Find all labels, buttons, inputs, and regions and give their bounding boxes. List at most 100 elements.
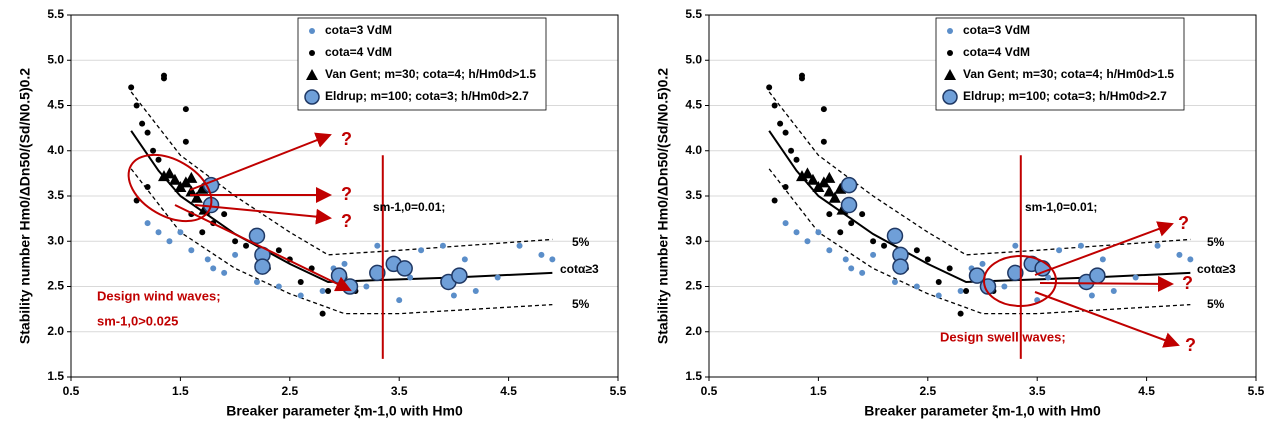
triangle-point: [806, 173, 819, 185]
dot-point: [766, 84, 773, 91]
dot-point: [913, 283, 920, 290]
dot-point: [341, 260, 348, 267]
y-tick-label: 4.5: [47, 98, 64, 112]
legend-marker: [944, 69, 956, 80]
arrow: [1039, 275, 1174, 292]
dot-point: [275, 283, 282, 290]
dot-point: [788, 147, 795, 154]
dot-point: [418, 247, 425, 254]
annotation: Design wind waves;: [97, 288, 221, 303]
dot-point: [782, 220, 789, 227]
y-tick-label: 4.0: [47, 143, 64, 157]
legend-marker: [947, 28, 953, 34]
y-tick-label: 4.0: [685, 143, 702, 157]
dot-point: [891, 278, 898, 285]
x-tick-label: 2.5: [919, 384, 936, 398]
dot-point: [450, 292, 457, 299]
arrow: [1034, 221, 1174, 276]
x-tick-label: 1.5: [172, 384, 189, 398]
annotation: sm-1,0>0.025: [97, 313, 178, 328]
y-tick-label: 3.0: [47, 233, 64, 247]
dot-point: [1176, 251, 1183, 258]
triangle-point: [190, 191, 203, 203]
legend-marker: [942, 89, 958, 105]
y-tick-label: 3.5: [685, 188, 702, 202]
annotation: cotα≥3: [560, 262, 599, 276]
triangle-point: [812, 180, 825, 192]
annotation: ?: [341, 211, 352, 231]
dot-point: [166, 238, 173, 245]
dot-point: [771, 102, 778, 109]
highlight-ellipse: [127, 153, 213, 223]
dot-point: [221, 269, 228, 276]
dot-point: [859, 211, 866, 218]
x-tick-label: 1.5: [810, 384, 827, 398]
dot-point: [837, 229, 844, 236]
triangle-point: [185, 185, 198, 197]
dot-point: [439, 242, 446, 249]
dot-point: [188, 247, 195, 254]
dot-point: [144, 220, 151, 227]
dot-point: [963, 288, 970, 295]
dot-point: [820, 138, 827, 145]
x-tick-label: 4.5: [500, 384, 517, 398]
arrow: [194, 204, 332, 225]
dot-point: [870, 251, 877, 258]
y-axis-title: Stability number Hm0/ΔDn50/(Sd/N0.5)0.2: [17, 68, 33, 344]
triangle-point: [185, 171, 198, 183]
y-tick-label: 1.5: [685, 369, 702, 383]
dot-point: [182, 106, 189, 113]
dot-point: [782, 129, 789, 136]
legend-marker: [309, 28, 315, 34]
circle-point: [1089, 267, 1106, 284]
annotation: Design swell waves;: [940, 329, 1066, 344]
plot-frame: [708, 14, 1257, 378]
dot-point: [232, 238, 239, 245]
dot-point: [913, 247, 920, 254]
annotation: sm-1,0=0.01;: [373, 200, 445, 214]
x-tick-label: 0.5: [701, 384, 718, 398]
dot-point: [144, 129, 151, 136]
dot-point: [538, 251, 545, 258]
dot-point: [1056, 247, 1063, 254]
circle-point: [396, 260, 413, 277]
bound-curve: [130, 91, 553, 256]
dot-point: [232, 251, 239, 258]
y-tick-label: 5.5: [685, 7, 702, 21]
dot-point: [1077, 242, 1084, 249]
y-tick-label: 2.5: [47, 279, 64, 293]
dot-point: [782, 183, 789, 190]
dot-point: [160, 72, 167, 79]
dot-point: [204, 256, 211, 263]
dot-point: [935, 292, 942, 299]
dot-point: [297, 292, 304, 299]
dot-point: [363, 283, 370, 290]
dot-point: [150, 147, 157, 154]
annotation: 5%: [1207, 297, 1225, 311]
dot-point: [1187, 256, 1194, 263]
dot-point: [957, 310, 964, 317]
dot-point: [472, 288, 479, 295]
dot-point: [826, 211, 833, 218]
y-tick-label: 2.5: [685, 279, 702, 293]
annotation: ?: [341, 184, 352, 204]
legend-label: Eldrup; m=100; cota=3; h/Hm0d>2.7: [325, 89, 529, 103]
legend-box: [935, 17, 1185, 111]
dot-point: [1154, 242, 1161, 249]
dot-point: [494, 274, 501, 281]
circle-point: [886, 227, 904, 245]
dot-point: [133, 102, 140, 109]
dot-point: [924, 256, 931, 263]
dot-point: [407, 274, 414, 281]
legend-box: [297, 17, 547, 111]
x-tick-label: 5.5: [1248, 384, 1265, 398]
triangle-point: [168, 173, 181, 185]
dot-point: [319, 288, 326, 295]
legend-label: Van Gent; m=30; cota=4; h/Hm0d>1.5: [963, 67, 1174, 81]
y-tick-label: 2.0: [47, 324, 64, 338]
y-tick-label: 3.0: [685, 233, 702, 247]
dot-point: [946, 265, 953, 272]
dot-point: [1012, 242, 1019, 249]
x-tick-label: 3.5: [1029, 384, 1046, 398]
